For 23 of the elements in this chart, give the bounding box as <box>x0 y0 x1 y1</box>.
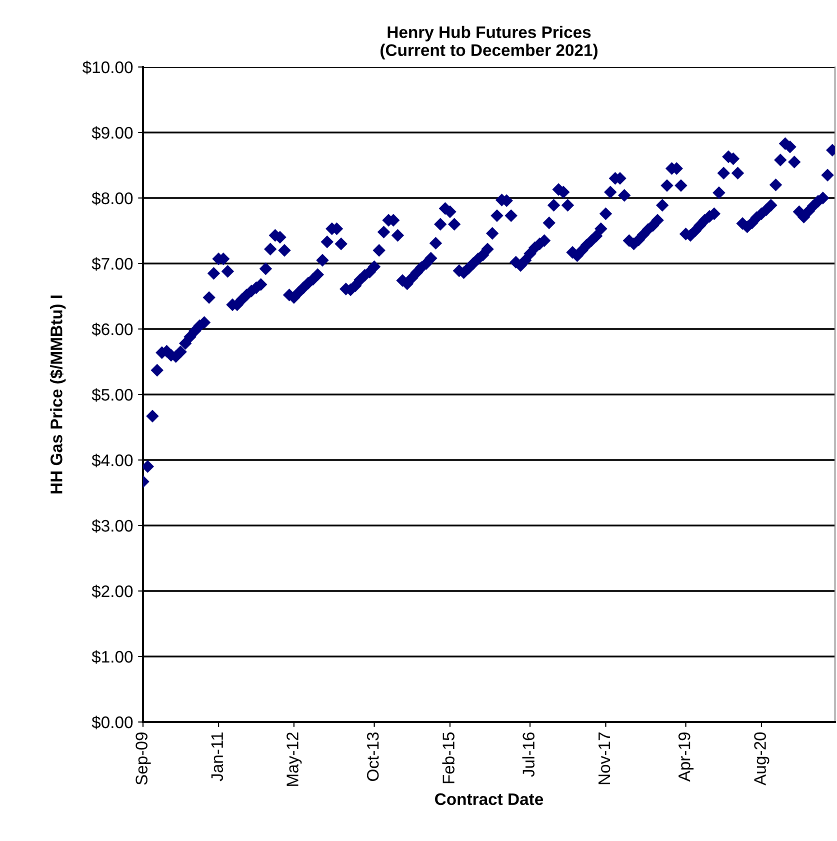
y-tick-label: $5.00 <box>92 388 133 402</box>
y-tick-label: $9.00 <box>92 126 133 140</box>
y-tick-label: $0.00 <box>92 716 133 730</box>
x-tick-label: Jan-11 <box>211 732 224 782</box>
x-tick-label: Oct-13 <box>366 732 379 781</box>
x-tick-label: Feb-15 <box>442 732 454 784</box>
y-tick-label: $8.00 <box>92 192 133 206</box>
y-tick-label: $1.00 <box>92 650 133 664</box>
x-axis-title: Contract Date <box>435 793 544 806</box>
y-axis-title: HH Gas Price ($/MMBtu) I <box>50 296 66 494</box>
x-tick-label: May-12 <box>286 732 302 786</box>
y-tick-label: $6.00 <box>92 322 133 336</box>
y-tick-label: $4.00 <box>92 454 133 468</box>
y-tick-label: $2.00 <box>92 584 133 598</box>
chart-title: Henry Hub Futures Prices (Current to December 2021) <box>380 26 598 60</box>
y-tick-label: $3.00 <box>92 519 133 533</box>
x-tick-label: Nov-17 <box>598 732 610 784</box>
x-tick-label: Apr-19 <box>678 732 694 782</box>
y-tick-label: $10.00 <box>82 60 133 74</box>
x-tick-label: Jul-16 <box>522 732 535 777</box>
x-tick-label: Sep-09 <box>136 732 151 785</box>
y-tick-label: $7.00 <box>92 257 133 271</box>
x-tick-label: Aug-20 <box>754 732 770 786</box>
